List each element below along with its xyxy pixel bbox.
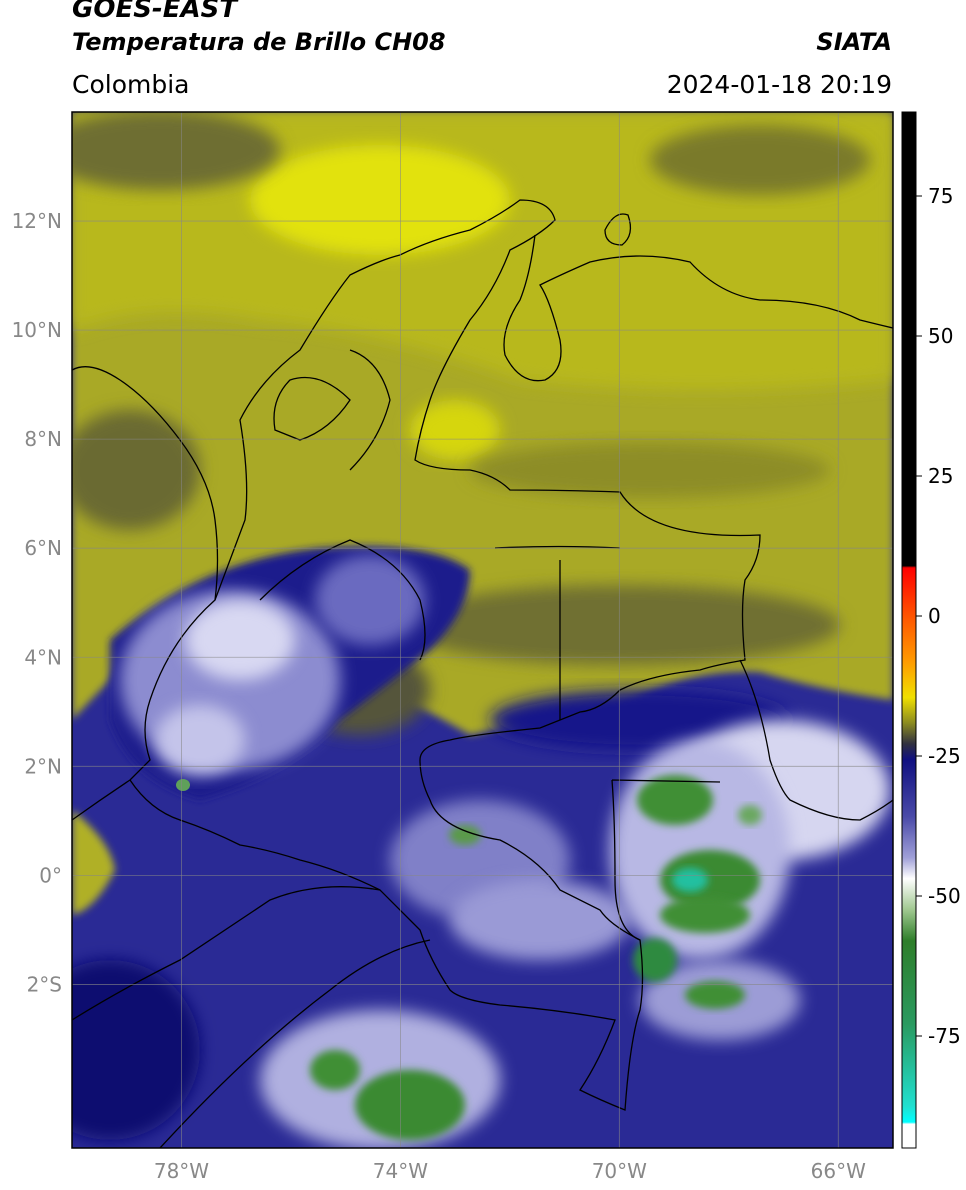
borders (72, 199, 893, 1148)
latitude-labels: 12°N 10°N 8°N 6°N 4°N 2°N 0° 2°S (12, 209, 62, 996)
longitude-gridlines (181, 112, 839, 1148)
lat-tick-label: 2°N (24, 754, 62, 778)
longitude-labels: 78°W 74°W 70°W 66°W (154, 1159, 866, 1183)
brightness-temperature-field (72, 112, 893, 1148)
source-label: SIATA (816, 28, 892, 56)
product-title: Temperatura de Brillo CH08 (72, 28, 446, 56)
colorbar-frame (901, 111, 917, 1149)
colorbar-tick-label: 75 (928, 184, 953, 208)
colorbar-tick-label: -75 (928, 1024, 961, 1048)
lat-tick-label: 6°N (24, 536, 62, 560)
lat-tick-label: 0° (39, 863, 62, 887)
satellite-title: GOES-EAST (72, 0, 238, 24)
lat-tick-label: 12°N (12, 209, 62, 233)
latitude-gridlines (72, 220, 893, 985)
datetime-label: 2024-01-18 20:19 (666, 70, 892, 99)
lon-tick-label: 66°W (811, 1159, 866, 1183)
lon-tick-label: 70°W (592, 1159, 647, 1183)
colorbar-tick-label: -25 (928, 744, 961, 768)
colorbar (902, 112, 916, 1148)
colorbar-tick-label: 50 (928, 324, 953, 348)
colorbar-ticks: 75 50 25 0 -25 -50 -75 (916, 184, 961, 1048)
lat-tick-label: 8°N (24, 427, 62, 451)
region-label: Colombia (72, 70, 190, 99)
lon-tick-label: 78°W (154, 1159, 209, 1183)
map-frame (71, 111, 894, 1149)
colorbar-tick-label: -50 (928, 884, 961, 908)
colorbar-tick-label: 0 (928, 604, 941, 628)
lat-tick-label: 2°S (27, 972, 62, 996)
lon-tick-label: 74°W (373, 1159, 428, 1183)
lat-tick-label: 10°N (12, 318, 62, 342)
colorbar-tick-label: 25 (928, 464, 953, 488)
lat-tick-label: 4°N (24, 645, 62, 669)
